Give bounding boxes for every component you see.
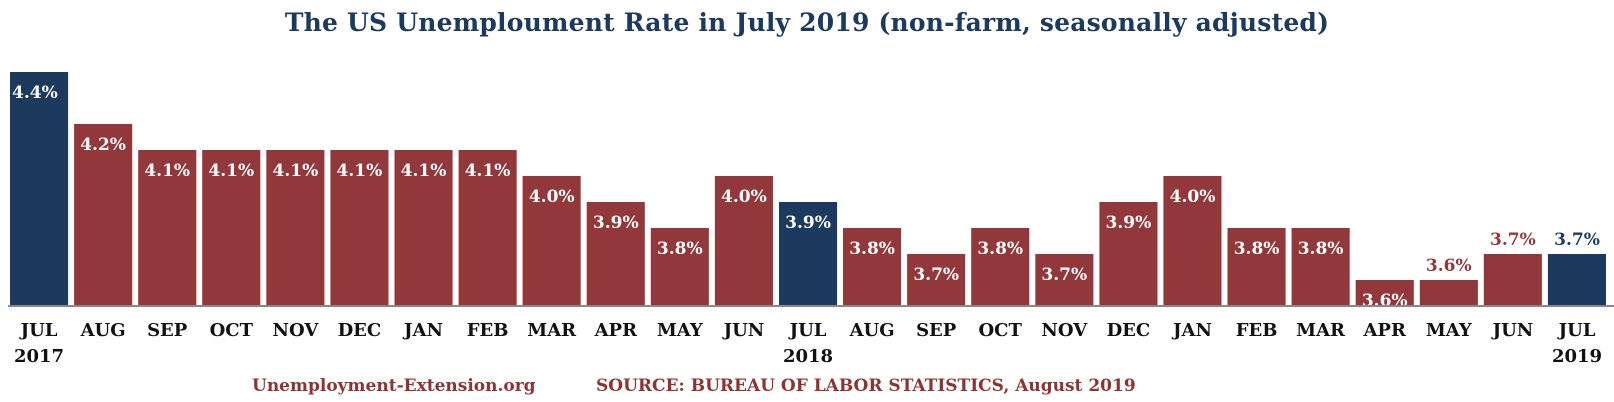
data-label-22: 3.6% (1426, 256, 1472, 276)
data-label-3: 4.1% (208, 161, 254, 181)
bar-3 (202, 150, 261, 306)
bar-4 (266, 150, 325, 306)
data-label-0: 4.4% (12, 83, 58, 103)
bar-9 (586, 202, 645, 306)
bar-5 (330, 150, 389, 306)
bar-6 (394, 150, 453, 306)
x-tick-label-9: APR (594, 320, 639, 341)
bar-14 (907, 254, 966, 306)
bar-8 (522, 176, 581, 306)
bars-layer (10, 72, 1606, 306)
bar-0 (10, 72, 69, 306)
bar-12 (779, 202, 838, 306)
x-tick-label-17: DEC (1107, 320, 1151, 341)
x-tick-label-10: MAY (657, 320, 704, 341)
x-tick-label-6: JAN (402, 320, 443, 341)
data-label-17: 3.9% (1106, 213, 1152, 233)
x-tick-label-7: FEB (467, 320, 509, 341)
data-label-15: 3.8% (977, 239, 1023, 259)
x-tick-label-3: OCT (210, 320, 254, 341)
bar-10 (650, 228, 709, 306)
x-tick-label-1: AUG (80, 320, 126, 341)
x-tick-label-2: SEP (147, 320, 188, 341)
x-tick-label-12: JUL (788, 320, 827, 341)
data-label-6: 4.1% (401, 161, 447, 181)
data-label-10: 3.8% (657, 239, 703, 259)
data-label-16: 3.7% (1041, 265, 1087, 285)
data-label-20: 3.8% (1298, 239, 1344, 259)
bar-2 (138, 150, 197, 306)
bar-18 (1163, 176, 1222, 306)
data-labels-layer: 4.4% 4.2% 4.1% 4.1% 4.1% 4.1% 4.1% 4.1% 4.0% 3.9%… (12, 83, 1600, 311)
data-label-18: 4.0% (1170, 187, 1216, 207)
x-tick-label-5: DEC (338, 320, 382, 341)
data-label-2: 4.1% (144, 161, 190, 181)
data-label-12: 3.9% (785, 213, 831, 233)
x-tick-label-0: JUL (19, 320, 58, 341)
data-label-13: 3.8% (849, 239, 895, 259)
data-label-1: 4.2% (80, 135, 126, 155)
x-tick-label-16: NOV (1041, 320, 1088, 341)
x-tick-label-21: APR (1362, 320, 1407, 341)
bar-22 (1419, 280, 1478, 306)
bar-1 (74, 124, 133, 306)
bar-13 (843, 228, 902, 306)
chart-title: The US Unemploument Rate in July 2019 (n… (284, 8, 1330, 37)
bar-23 (1483, 254, 1542, 306)
bar-17 (1099, 202, 1158, 306)
bar-7 (458, 150, 517, 306)
x-tick-label-8: MAR (527, 320, 577, 341)
data-label-19: 3.8% (1234, 239, 1280, 259)
x-tick-label-15: OCT (978, 320, 1022, 341)
x-tick-label-14: SEP (916, 320, 957, 341)
x-tick-label-24: JUL (1557, 320, 1596, 341)
x-tick-label-4: NOV (273, 320, 320, 341)
footer-source-note: SOURCE: BUREAU OF LABOR STATISTICS, Augu… (596, 376, 1136, 396)
x-tick-label-13: AUG (849, 320, 895, 341)
x-tick-label-11: JUN (722, 320, 765, 341)
x-axis-ticks: JUL 2017 AUG SEP OCT NOV DEC JAN FEB MAR APR MAY JUN… (14, 320, 1602, 367)
data-label-7: 4.1% (465, 161, 511, 181)
footer-site-credit: Unemployment-Extension.org (252, 376, 536, 396)
x-tick-year-12: 2018 (783, 346, 833, 367)
data-label-9: 3.9% (593, 213, 639, 233)
bar-15 (971, 228, 1030, 306)
x-tick-label-23: JUN (1491, 320, 1534, 341)
data-label-24: 3.7% (1554, 230, 1600, 250)
bar-24 (1547, 254, 1606, 306)
bar-21 (1355, 280, 1414, 306)
data-label-11: 4.0% (721, 187, 767, 207)
x-tick-year-24: 2019 (1552, 346, 1602, 367)
x-tick-label-22: MAY (1426, 320, 1473, 341)
bar-19 (1227, 228, 1286, 306)
data-label-14: 3.7% (913, 265, 959, 285)
data-label-5: 4.1% (337, 161, 383, 181)
bar-11 (714, 176, 773, 306)
x-tick-label-20: MAR (1296, 320, 1346, 341)
x-tick-label-18: JAN (1171, 320, 1212, 341)
data-label-8: 4.0% (529, 187, 575, 207)
data-label-21: 3.6% (1362, 291, 1408, 311)
data-label-4: 4.1% (273, 161, 319, 181)
x-tick-year-0: 2017 (14, 346, 64, 367)
bar-20 (1291, 228, 1350, 306)
data-label-23: 3.7% (1490, 230, 1536, 250)
bar-16 (1035, 254, 1094, 306)
x-tick-label-19: FEB (1236, 320, 1278, 341)
